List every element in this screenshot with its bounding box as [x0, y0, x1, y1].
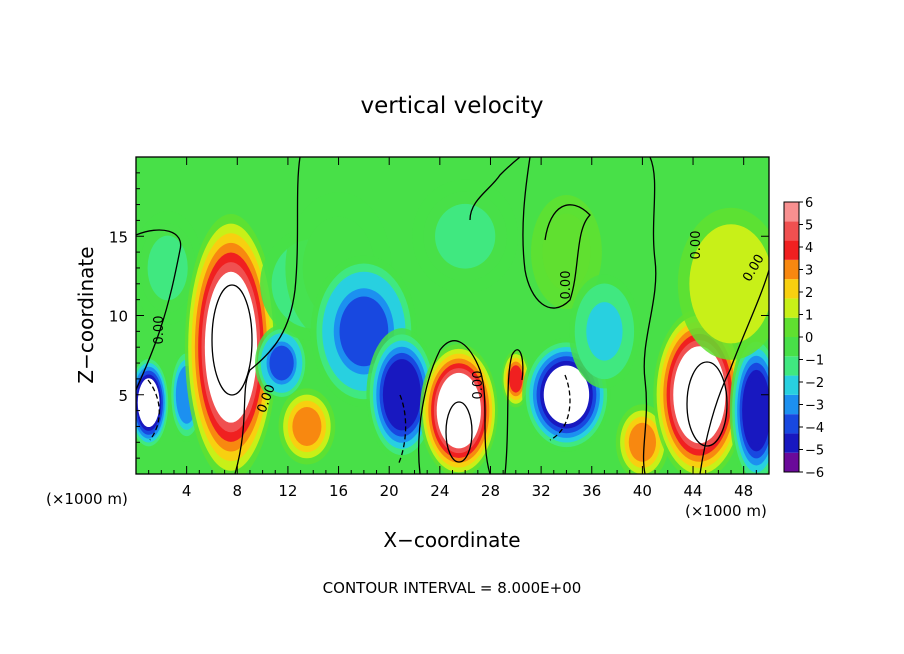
contour-line: [211, 284, 253, 396]
contour-label: 0.00: [471, 371, 486, 400]
x-tick-label: 24: [430, 482, 449, 500]
x-tick-label: 12: [278, 482, 297, 500]
zero-contour-line: [522, 157, 591, 309]
zero-contour-line: [642, 157, 657, 474]
colorbar-swatch: [784, 317, 799, 337]
negative-contour-line: [147, 379, 160, 441]
colorbar-tick-label: 5: [805, 219, 813, 234]
y-axis: 5 10 15: [109, 172, 769, 459]
colorbar-swatch: [784, 337, 799, 357]
heatmap-cell: [628, 422, 657, 462]
x-tick-label: 44: [683, 482, 702, 500]
y-tick-label: 15: [109, 228, 128, 246]
x-tick-label: 20: [380, 482, 399, 500]
colorbar-tick-label: 0: [805, 331, 813, 346]
colorbar-tick-label: −4: [805, 421, 824, 436]
heatmap-cell: [386, 365, 418, 425]
heatmap-cell: [435, 203, 496, 269]
colorbar-swatch: [784, 259, 799, 280]
negative-contour-line: [397, 394, 407, 466]
zero-contour-line: [136, 229, 182, 391]
heatmap-cell: [586, 302, 623, 361]
heatmap-cell: [292, 406, 322, 446]
colorbar-tick-label: −6: [805, 466, 824, 481]
colorbar-swatch: [784, 279, 799, 299]
heatmap-cell: [547, 370, 586, 420]
colorbar-swatch: [784, 221, 799, 241]
colorbar-tick-label: −3: [805, 399, 824, 414]
contour-line: [686, 361, 728, 447]
x-tick-label: 8: [233, 482, 243, 500]
y-tick-label: 10: [109, 308, 128, 326]
colorbar-tick-label: 1: [805, 309, 813, 324]
contour-line: [445, 401, 473, 463]
x-unit-right: (×1000 m): [685, 502, 767, 520]
colorbar: 6 5 4 3 2 1 0 −1 −2 −3 −4 −5 −6: [783, 196, 824, 481]
x-tick-label: 28: [481, 482, 500, 500]
plot-area: 0.000.00 0.000.000.000.00: [135, 156, 770, 475]
colorbar-swatch: [784, 433, 799, 453]
colorbar-tick-label: 4: [805, 241, 813, 256]
heatmap-cell: [147, 235, 188, 301]
heatmap-cell: [542, 213, 591, 291]
heatmap-cell: [211, 290, 251, 404]
heatmap-cell: [339, 296, 389, 367]
heatmap-cell: [700, 240, 762, 327]
contour-label: 0.00: [152, 316, 167, 345]
negative-contour-line: [549, 374, 571, 441]
y-axis-label: Z−coordinate: [74, 246, 98, 383]
x-unit-left: (×1000 m): [46, 490, 128, 508]
zero-contour-line: [469, 157, 521, 221]
heatmap-cell: [442, 382, 476, 439]
x-tick-label: 48: [734, 482, 753, 500]
heatmap-cell: [508, 365, 523, 393]
colorbar-tick-label: 3: [805, 264, 813, 279]
zero-contour-line: [234, 157, 301, 474]
colorbar-swatch: [784, 452, 799, 472]
zero-contour-line: [418, 340, 491, 474]
x-tick-label: 32: [532, 482, 551, 500]
colorbar-swatch: [784, 375, 799, 395]
colorbar-tick-label: −2: [805, 376, 824, 391]
colorbar-tick-label: 6: [805, 196, 813, 211]
x-axis: 4 8 12 16 20 24 28 32 36 40 44 48: [148, 157, 757, 500]
heatmap-cell: [139, 382, 158, 424]
heatmap-cell: [679, 358, 719, 431]
x-tick-label: 4: [182, 482, 192, 500]
heatmap-cell: [744, 376, 769, 445]
x-axis-label: X−coordinate: [383, 528, 520, 552]
colorbar-swatch: [784, 298, 799, 318]
chart-title: vertical velocity: [361, 93, 544, 119]
x-tick-label: 36: [582, 482, 601, 500]
x-tick-label: 16: [329, 482, 348, 500]
contour-label: 0.00: [559, 271, 574, 300]
contour-interval-note: CONTOUR INTERVAL = 8.000E+00: [323, 579, 582, 597]
colorbar-swatch: [784, 356, 799, 376]
colorbar-tick-label: 2: [805, 286, 813, 301]
x-tick-label: 40: [633, 482, 652, 500]
colorbar-swatch: [784, 414, 799, 434]
zero-contour-line: [504, 349, 524, 474]
colorbar-tick-label: −1: [805, 354, 824, 369]
colorbar-tick-label: −5: [805, 444, 824, 459]
colorbar-swatch: [784, 394, 799, 415]
y-tick-label: 5: [118, 387, 128, 405]
contour-label: 0.00: [689, 231, 704, 260]
zero-contour-line: [699, 269, 769, 474]
colorbar-swatch: [784, 240, 799, 260]
heatmap-cell: [269, 345, 294, 381]
colorbar-swatch: [784, 202, 799, 222]
